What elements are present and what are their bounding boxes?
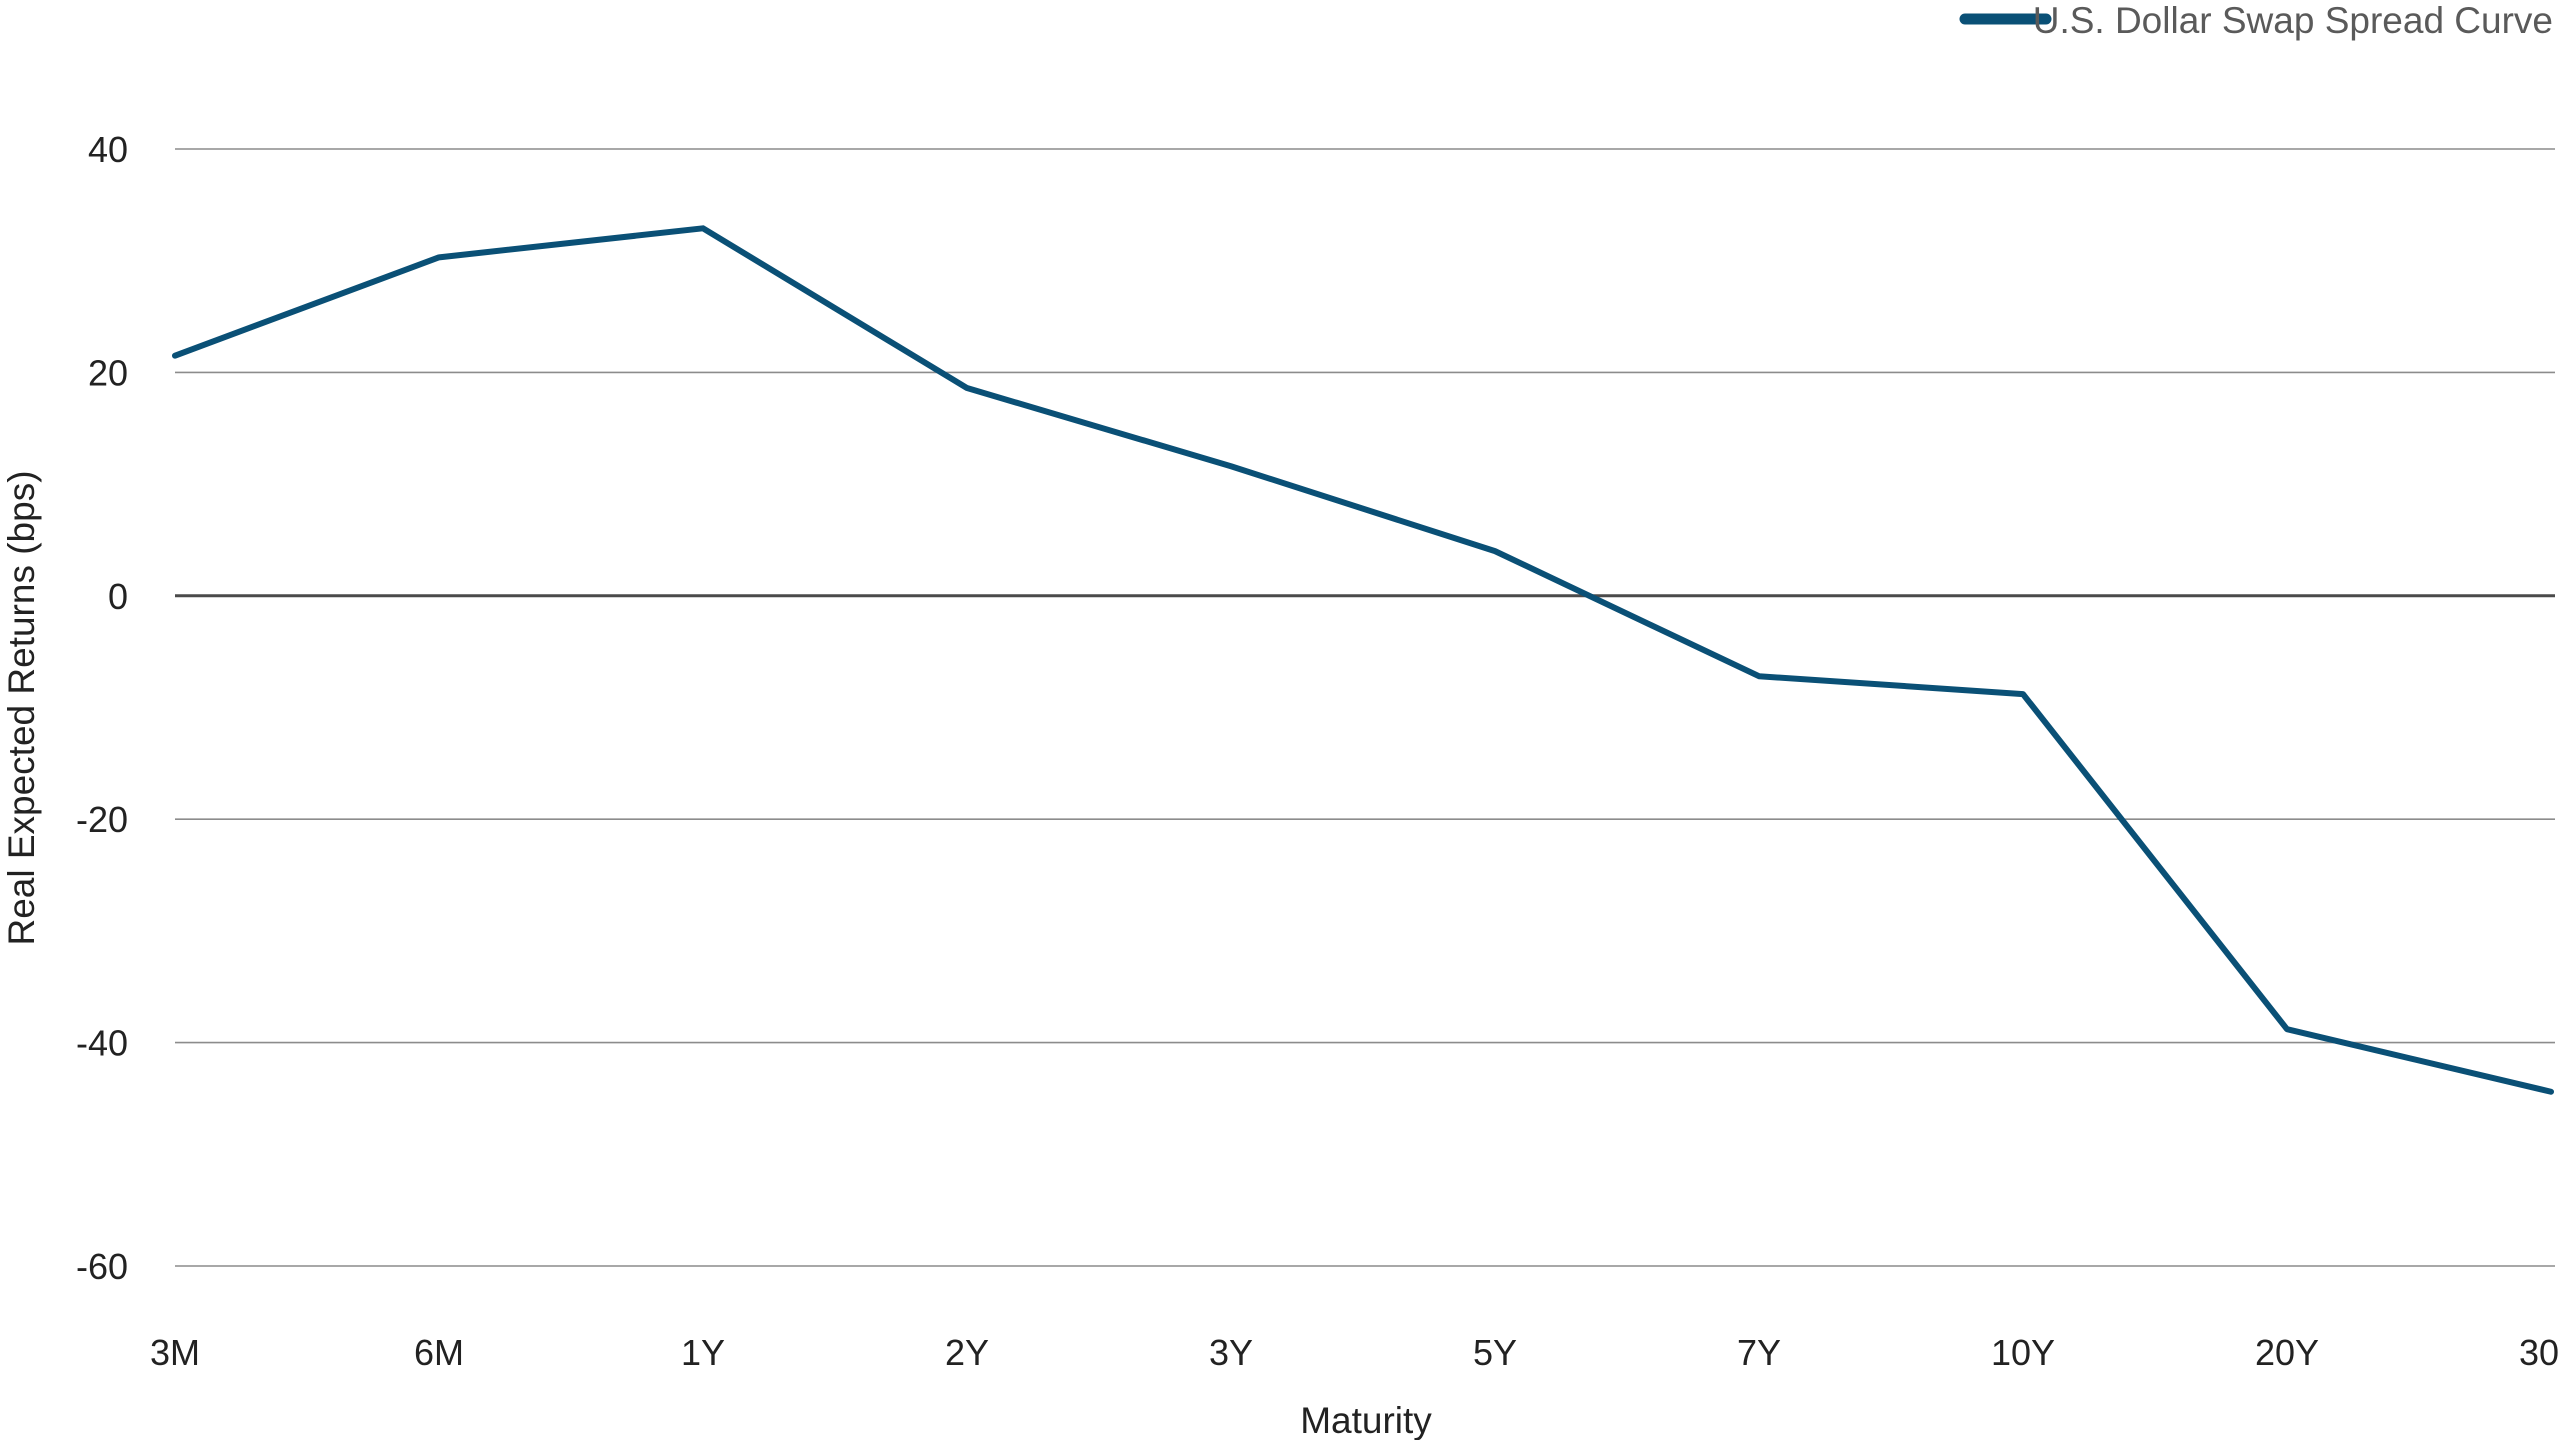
grid-lines <box>175 148 2555 1267</box>
y-tick-label: 0 <box>108 576 128 617</box>
series-line <box>172 225 2554 1095</box>
x-tick-label: 6M <box>414 1332 464 1373</box>
y-tick-label: -40 <box>76 1023 128 1064</box>
x-tick-label: 1Y <box>681 1332 725 1373</box>
legend-label: U.S. Dollar Swap Spread Curve <box>2033 0 2553 41</box>
x-tick-label: 5Y <box>1473 1332 1517 1373</box>
legend: U.S. Dollar Swap Spread Curve <box>1959 0 2553 41</box>
y-tick-label: -20 <box>76 799 128 840</box>
y-tick-label: -60 <box>76 1246 128 1287</box>
x-tick-label: 30Y <box>2519 1332 2560 1373</box>
x-tick-label: 7Y <box>1737 1332 1781 1373</box>
y-tick-label: 40 <box>88 129 128 170</box>
x-axis-title: Maturity <box>1300 1400 1432 1440</box>
x-tick-label: 10Y <box>1991 1332 2055 1373</box>
x-axis-ticks: 3M 6M 1Y 2Y 3Y 5Y 7Y 10Y 20Y 30Y <box>150 1332 2560 1373</box>
y-tick-label: 20 <box>88 352 128 393</box>
series-lines <box>172 225 2554 1095</box>
x-tick-label: 20Y <box>2255 1332 2319 1373</box>
y-axis-title: Real Expected Returns (bps) <box>1 470 42 945</box>
x-tick-label: 3Y <box>1209 1332 1253 1373</box>
y-axis-ticks: 40 20 0 -20 -40 -60 <box>76 129 128 1287</box>
x-tick-label: 2Y <box>945 1332 989 1373</box>
x-tick-label: 3M <box>150 1332 200 1373</box>
